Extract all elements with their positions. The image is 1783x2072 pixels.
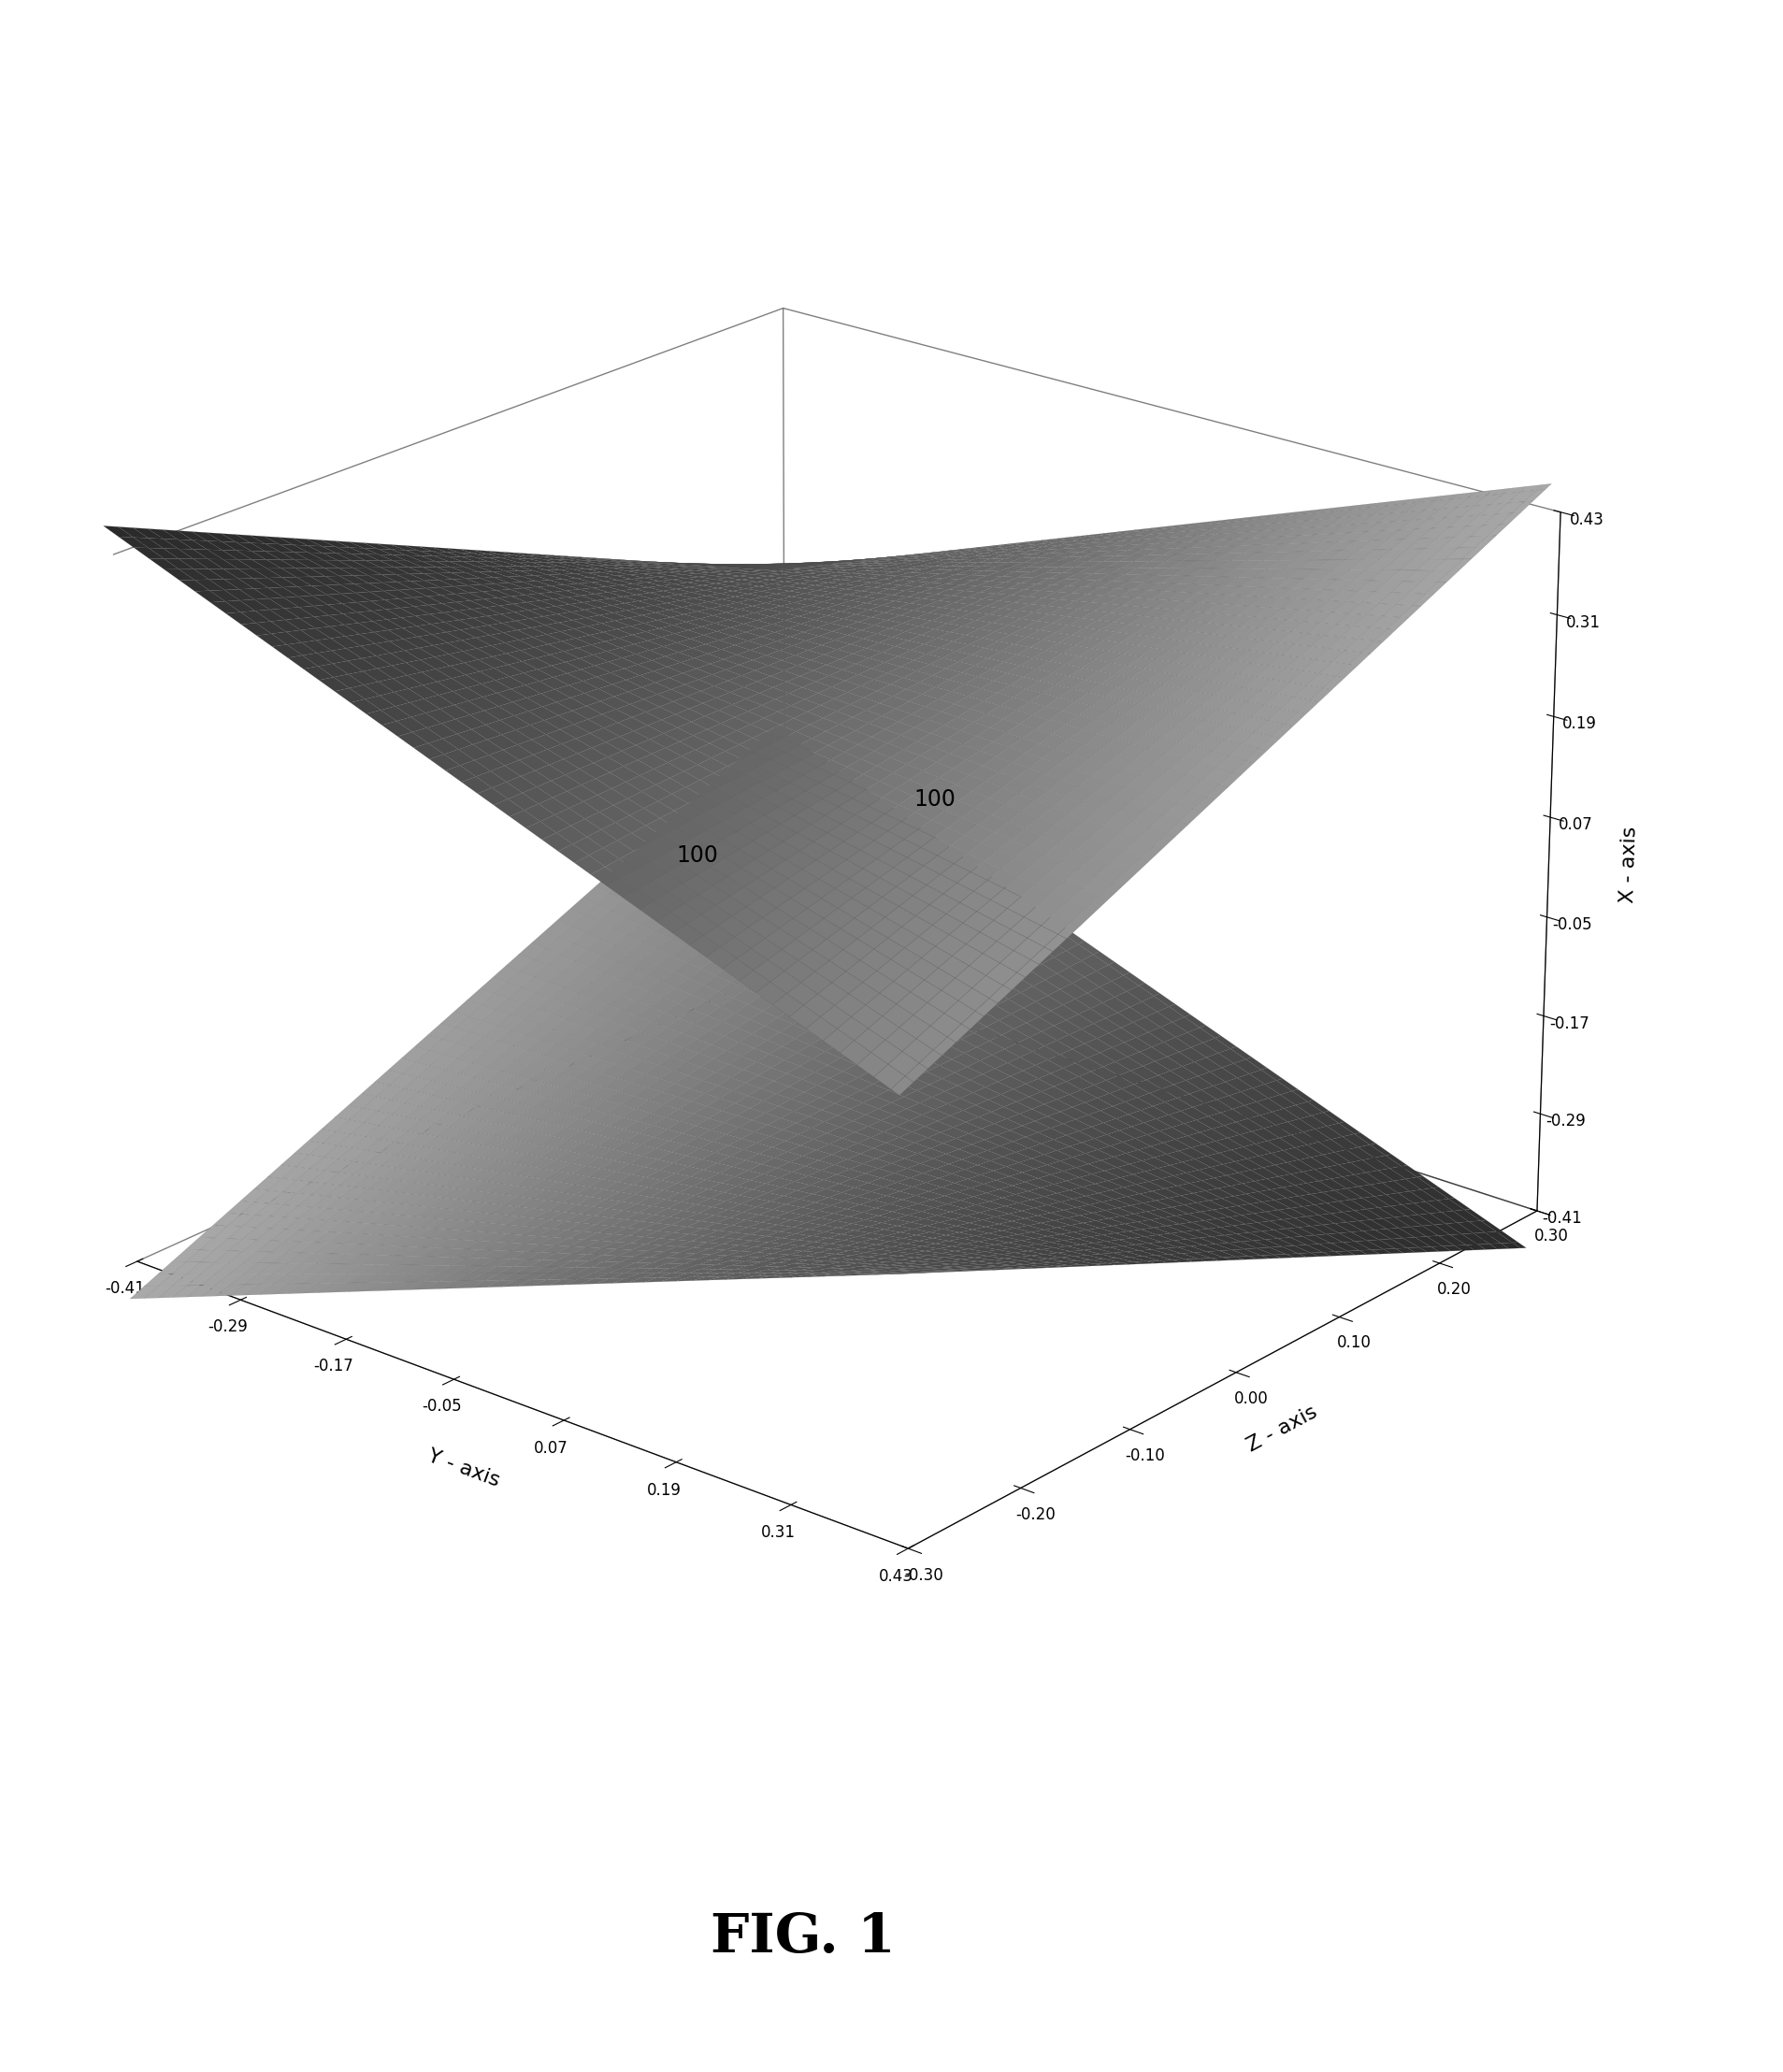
Text: FIG. 1: FIG. 1 — [710, 1910, 895, 1964]
Y-axis label: Z - axis: Z - axis — [1243, 1403, 1319, 1455]
X-axis label: Y - axis: Y - axis — [424, 1446, 503, 1490]
